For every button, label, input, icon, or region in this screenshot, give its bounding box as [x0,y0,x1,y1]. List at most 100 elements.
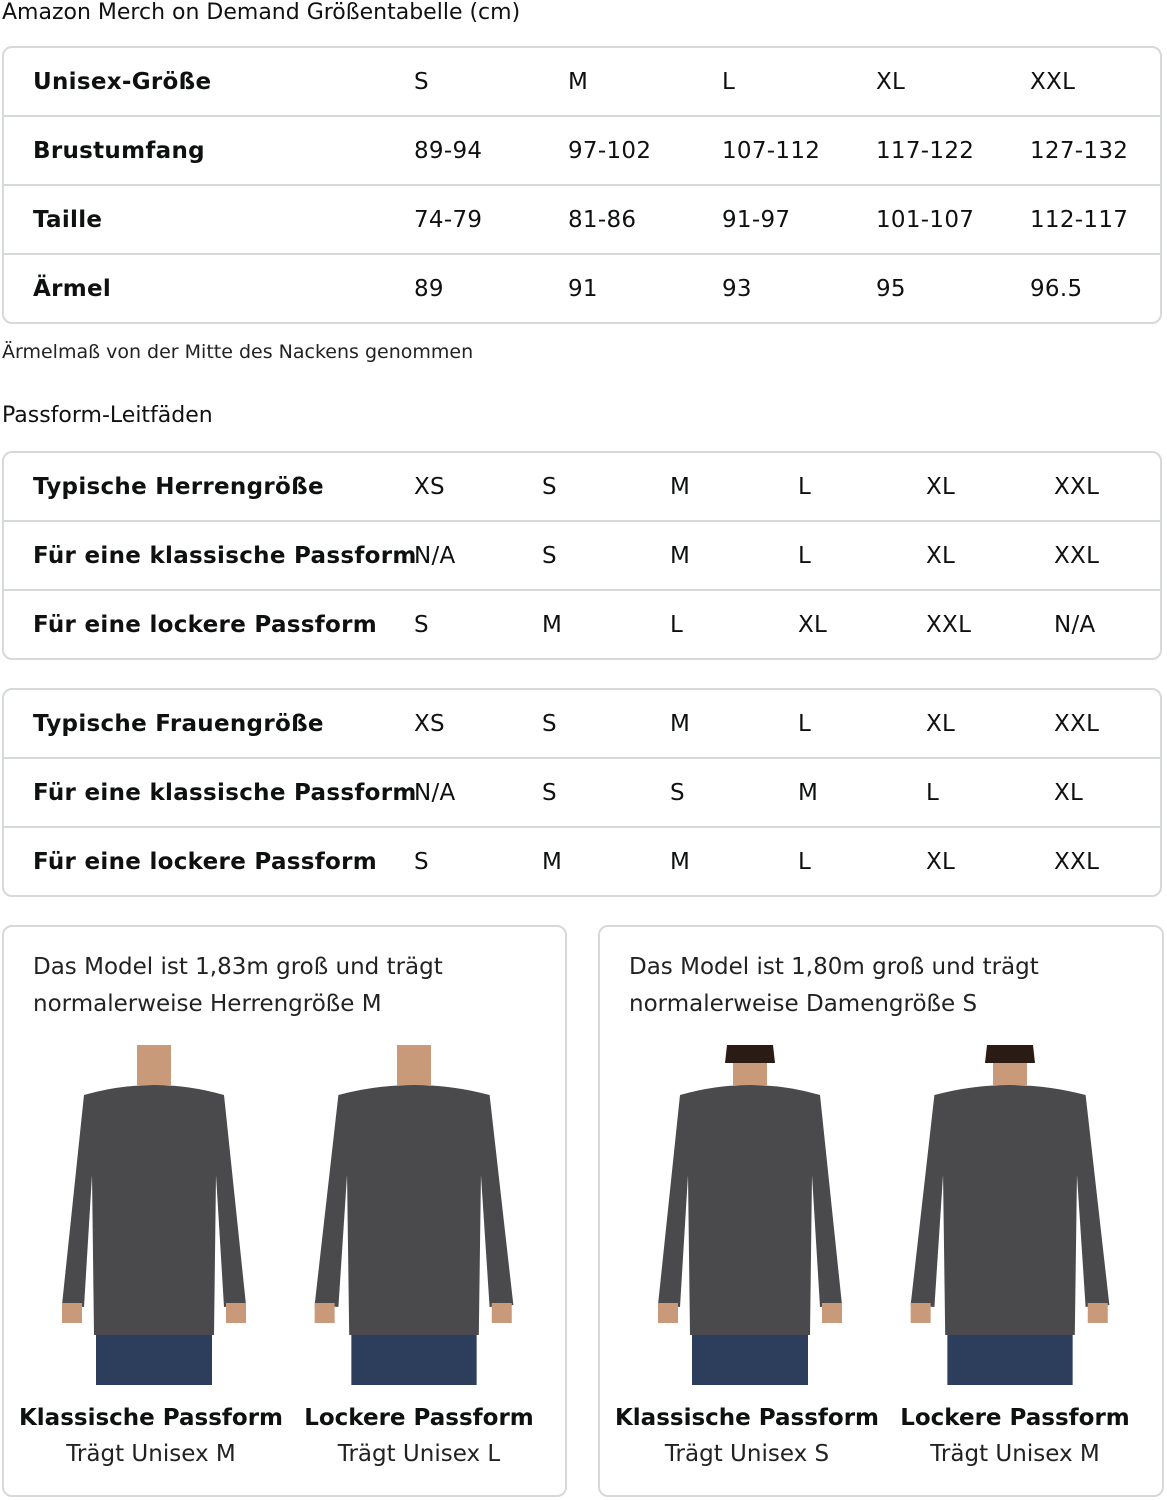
table-cell: S [542,710,557,737]
row-label: Für eine klassische Passform [33,542,417,569]
table-cell: S [542,473,557,500]
fit-title: Lockere Passform [900,1405,1130,1431]
table-cell: M [670,542,691,569]
desc-line: normalerweise Damengröße S [629,991,978,1017]
model-photo [645,1042,855,1385]
table-cell: L [926,779,940,806]
table-cell: 91-97 [722,206,791,233]
table-cell: XL [926,710,956,737]
table-cell: 97-102 [568,137,652,164]
table-cell: S [414,611,429,638]
table-cell: M [670,473,691,500]
men-fit-table: Typische Herrengröße XS S M L XL XXL Für eine k… [2,451,1162,660]
table-cell: 81-86 [568,206,637,233]
table-row: Brustumfang 89-94 97-102 107-112 117-122 127-… [4,115,1160,184]
desc-line: Das Model ist 1,83m groß und trägt [33,954,443,980]
table-cell: XS [414,473,445,500]
row-label: Für eine lockere Passform [33,848,378,875]
table-cell: XS [414,710,445,737]
table-cell: 91 [568,275,598,302]
row-label: Typische Frauengröße [33,710,324,737]
model-description: Das Model ist 1,83m groß und trägt normal… [33,949,443,1023]
table-cell: XL [926,848,956,875]
table-cell: 93 [722,275,752,302]
table-cell: S [670,779,685,806]
table-cell: S [542,779,557,806]
table-cell: S [414,68,429,95]
table-cell: N/A [414,542,456,569]
fit-caption: Lockere Passform Trägt Unisex L [284,1405,554,1467]
table-cell: 107-112 [722,137,821,164]
table-cell: 89 [414,275,444,302]
fit-caption: Lockere Passform Trägt Unisex M [880,1405,1150,1467]
table-cell: L [798,473,812,500]
table-cell: S [414,848,429,875]
table-row: Ärmel 89 91 93 95 96.5 [4,253,1160,322]
row-label: Ärmel [33,275,112,302]
table-cell: L [670,611,684,638]
fit-size: Trägt Unisex M [930,1441,1100,1467]
table-cell: L [798,710,812,737]
table-cell: 101-107 [876,206,975,233]
table-row: Für eine klassische Passform N/A S M L XL XXL [4,520,1160,589]
table-cell: M [670,848,691,875]
desc-line: Das Model ist 1,80m groß und trägt [629,954,1039,980]
table-cell: 112-117 [1030,206,1129,233]
table-cell: 96.5 [1030,275,1083,302]
fit-guides-title: Passform-Leitfäden [2,403,213,428]
table-cell: S [542,542,557,569]
fit-title: Lockere Passform [304,1405,534,1431]
sleeve-note: Ärmelmaß von der Mitte des Nackens genom… [2,341,474,363]
table-cell: L [722,68,736,95]
table-row: Unisex-Größe S M L XL XXL [4,48,1160,115]
table-row: Für eine lockere Passform S M M L XL XXL [4,826,1160,895]
table-row: Typische Herrengröße XS S M L XL XXL [4,453,1160,520]
table-cell: N/A [1054,611,1096,638]
fit-caption: Klassische Passform Trägt Unisex S [612,1405,882,1467]
row-label: Brustumfang [33,137,205,164]
row-label: Typische Herrengröße [33,473,324,500]
fit-size: Trägt Unisex L [337,1441,501,1467]
unisex-size-table: Unisex-Größe S M L XL XXL Brustumfang 89-94 97-1… [2,46,1162,324]
model-photo [905,1042,1115,1385]
table-cell: XXL [1030,68,1076,95]
table-cell: 74-79 [414,206,483,233]
row-label: Für eine lockere Passform [33,611,378,638]
table-cell: M [568,68,589,95]
table-cell: XL [798,611,828,638]
table-row: Typische Frauengröße XS S M L XL XXL [4,690,1160,757]
page-title: Amazon Merch on Demand Größentabelle (cm… [2,0,521,25]
table-cell: N/A [414,779,456,806]
table-cell: XXL [1054,710,1100,737]
table-cell: XL [926,542,956,569]
table-cell: XXL [1054,473,1100,500]
table-cell: XL [926,473,956,500]
table-row: Für eine klassische Passform N/A S S M L XL [4,757,1160,826]
table-cell: 89-94 [414,137,483,164]
model-photo [309,1045,519,1385]
table-cell: XXL [1054,848,1100,875]
model-description: Das Model ist 1,80m groß und trägt normal… [629,949,1039,1023]
fit-size: Trägt Unisex M [66,1441,236,1467]
fit-title: Klassische Passform [18,1405,284,1431]
table-cell: 95 [876,275,906,302]
table-cell: 117-122 [876,137,975,164]
women-model-card: Das Model ist 1,80m groß und trägt normal… [598,925,1164,1497]
table-cell: M [542,848,563,875]
fit-title: Klassische Passform [614,1405,880,1431]
table-cell: L [798,848,812,875]
fit-caption: Klassische Passform Trägt Unisex M [16,1405,286,1467]
fit-size: Trägt Unisex S [664,1441,830,1467]
table-cell: M [542,611,563,638]
women-fit-table: Typische Frauengröße XS S M L XL XXL Für eine k… [2,688,1162,897]
table-cell: M [798,779,819,806]
table-cell: L [798,542,812,569]
table-row: Für eine lockere Passform S M L XL XXL N/A [4,589,1160,658]
table-cell: 127-132 [1030,137,1129,164]
men-model-card: Das Model ist 1,83m groß und trägt normal… [2,925,567,1497]
model-photo [49,1045,259,1385]
desc-line: normalerweise Herrengröße M [33,991,382,1017]
table-cell: XXL [926,611,972,638]
row-label: Taille [33,206,103,233]
row-label: Für eine klassische Passform [33,779,417,806]
